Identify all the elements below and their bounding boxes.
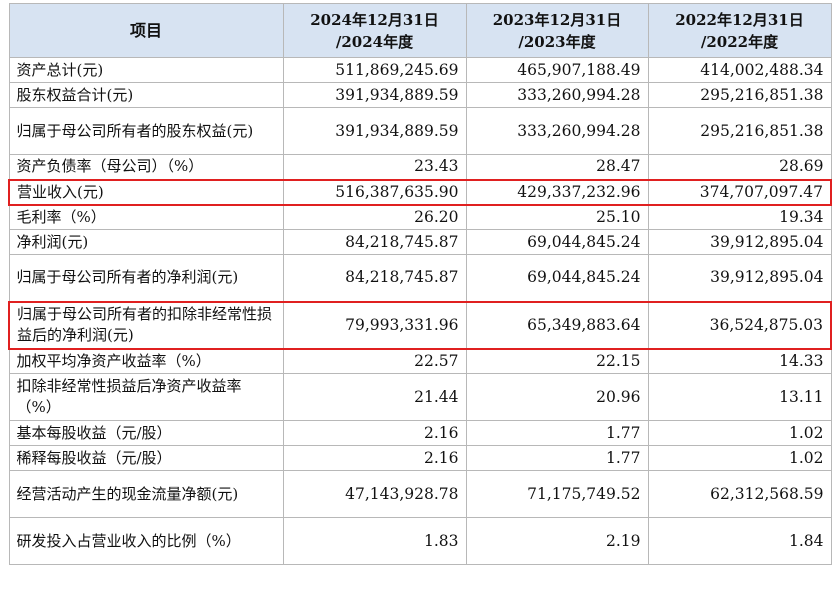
header-2024-date: 2024年12月31日 — [310, 10, 439, 29]
value-2024: 26.20 — [282, 204, 467, 230]
header-item: 项目 — [8, 3, 284, 58]
value-2023: 333,260,994.28 — [465, 107, 649, 155]
header-2022-date: 2022年12月31日 — [675, 10, 804, 29]
row-label: 营业收入(元) — [8, 178, 284, 206]
value-2022: 39,912,895.04 — [647, 254, 832, 302]
row-label: 净利润(元) — [8, 229, 284, 255]
row-label: 资产总计(元) — [8, 57, 284, 83]
value-2024: 21.44 — [282, 373, 467, 421]
row-total-assets: 资产总计(元) 511,869,245.69 465,907,188.49 41… — [8, 57, 832, 83]
financial-summary-table: 项目 2024年12月31日 /2024年度 2023年12月31日 /2023… — [8, 3, 832, 565]
row-label: 归属于母公司所有者的股东权益(元) — [8, 107, 284, 155]
row-label: 稀释每股收益（元/股） — [8, 445, 284, 471]
value-2024: 79,993,331.96 — [282, 300, 467, 350]
table-header-row: 项目 2024年12月31日 /2024年度 2023年12月31日 /2023… — [8, 3, 832, 58]
row-label: 资产负债率（母公司）（%） — [8, 154, 284, 180]
row-rd-ratio: 研发投入占营业收入的比例（%） 1.83 2.19 1.84 — [8, 517, 832, 565]
row-label: 扣除非经常性损益后净资产收益率（%） — [8, 373, 284, 421]
row-adjusted-roe: 扣除非经常性损益后净资产收益率（%） 21.44 20.96 13.11 — [8, 373, 832, 421]
value-2024: 516,387,635.90 — [282, 178, 467, 206]
row-operating-cash-flow: 经营活动产生的现金流量净额(元) 47,143,928.78 71,175,74… — [8, 470, 832, 518]
value-2022: 36,524,875.03 — [647, 300, 832, 350]
row-diluted-eps: 稀释每股收益（元/股） 2.16 1.77 1.02 — [8, 445, 832, 471]
row-adjusted-net-profit-highlighted: 归属于母公司所有者的扣除非经常性损益后的净利润(元) 79,993,331.96… — [8, 300, 832, 350]
header-2023: 2023年12月31日 /2023年度 — [465, 3, 649, 58]
value-2022: 13.11 — [647, 373, 832, 421]
row-revenue-highlighted: 营业收入(元) 516,387,635.90 429,337,232.96 37… — [8, 178, 832, 206]
value-2023: 22.15 — [465, 348, 649, 374]
value-2024: 2.16 — [282, 420, 467, 446]
value-2022: 19.34 — [647, 204, 832, 230]
header-2022: 2022年12月31日 /2022年度 — [647, 3, 832, 58]
value-2024: 84,218,745.87 — [282, 254, 467, 302]
value-2023: 71,175,749.52 — [465, 470, 649, 518]
row-parent-net-profit: 归属于母公司所有者的净利润(元) 84,218,745.87 69,044,84… — [8, 254, 832, 302]
value-2023: 429,337,232.96 — [465, 178, 649, 206]
row-gross-margin: 毛利率（%） 26.20 25.10 19.34 — [8, 204, 832, 230]
value-2022: 28.69 — [647, 154, 832, 180]
value-2024: 2.16 — [282, 445, 467, 471]
row-total-equity: 股东权益合计(元) 391,934,889.59 333,260,994.28 … — [8, 82, 832, 108]
value-2022: 14.33 — [647, 348, 832, 374]
row-label: 研发投入占营业收入的比例（%） — [8, 517, 284, 565]
value-2024: 391,934,889.59 — [282, 82, 467, 108]
header-2023-date: 2023年12月31日 — [492, 10, 622, 29]
value-2022: 295,216,851.38 — [647, 82, 832, 108]
value-2022: 374,707,097.47 — [647, 178, 832, 206]
value-2023: 1.77 — [465, 445, 649, 471]
value-2022: 1.02 — [647, 420, 832, 446]
value-2023: 69,044,845.24 — [465, 254, 649, 302]
value-2024: 84,218,745.87 — [282, 229, 467, 255]
row-label: 归属于母公司所有者的扣除非经常性损益后的净利润(元) — [8, 300, 284, 350]
value-2023: 465,907,188.49 — [465, 57, 649, 83]
value-2023: 1.77 — [465, 420, 649, 446]
header-2022-year: /2022年度 — [700, 32, 779, 51]
row-debt-ratio: 资产负债率（母公司）（%） 23.43 28.47 28.69 — [8, 154, 832, 180]
row-net-profit: 净利润(元) 84,218,745.87 69,044,845.24 39,91… — [8, 229, 832, 255]
row-label: 毛利率（%） — [8, 204, 284, 230]
header-2023-year: /2023年度 — [518, 32, 596, 51]
header-2024: 2024年12月31日 /2024年度 — [282, 3, 467, 58]
value-2023: 333,260,994.28 — [465, 82, 649, 108]
row-label: 加权平均净资产收益率（%） — [8, 348, 284, 374]
value-2022: 295,216,851.38 — [647, 107, 832, 155]
value-2022: 414,002,488.34 — [647, 57, 832, 83]
row-label: 归属于母公司所有者的净利润(元) — [8, 254, 284, 302]
value-2023: 20.96 — [465, 373, 649, 421]
value-2022: 62,312,568.59 — [647, 470, 832, 518]
row-label: 股东权益合计(元) — [8, 82, 284, 108]
value-2022: 39,912,895.04 — [647, 229, 832, 255]
row-label: 基本每股收益（元/股） — [8, 420, 284, 446]
value-2023: 65,349,883.64 — [465, 300, 649, 350]
value-2023: 28.47 — [465, 154, 649, 180]
value-2023: 2.19 — [465, 517, 649, 565]
value-2024: 47,143,928.78 — [282, 470, 467, 518]
value-2024: 511,869,245.69 — [282, 57, 467, 83]
row-weighted-roe: 加权平均净资产收益率（%） 22.57 22.15 14.33 — [8, 348, 832, 374]
value-2024: 23.43 — [282, 154, 467, 180]
value-2024: 1.83 — [282, 517, 467, 565]
row-parent-equity: 归属于母公司所有者的股东权益(元) 391,934,889.59 333,260… — [8, 107, 832, 155]
value-2024: 391,934,889.59 — [282, 107, 467, 155]
header-2024-year: /2024年度 — [335, 32, 414, 51]
row-basic-eps: 基本每股收益（元/股） 2.16 1.77 1.02 — [8, 420, 832, 446]
value-2023: 69,044,845.24 — [465, 229, 649, 255]
row-label: 经营活动产生的现金流量净额(元) — [8, 470, 284, 518]
value-2022: 1.84 — [647, 517, 832, 565]
financial-summary-table-container: 项目 2024年12月31日 /2024年度 2023年12月31日 /2023… — [8, 3, 832, 565]
value-2024: 22.57 — [282, 348, 467, 374]
value-2022: 1.02 — [647, 445, 832, 471]
value-2023: 25.10 — [465, 204, 649, 230]
